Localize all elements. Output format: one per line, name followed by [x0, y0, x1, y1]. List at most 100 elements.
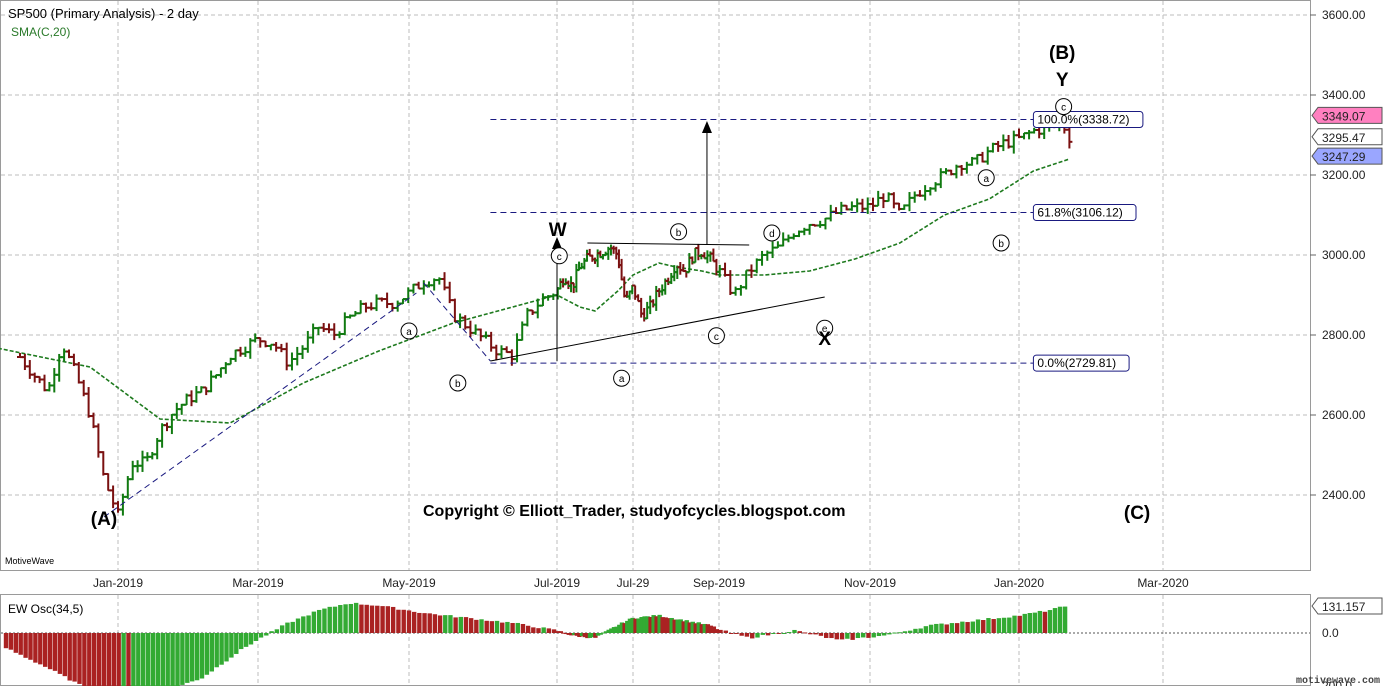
osc-bar: [285, 622, 290, 633]
osc-bar: [353, 602, 359, 633]
osc-bar: [636, 618, 641, 633]
osc-bar: [62, 633, 67, 677]
osc-bar: [536, 628, 541, 633]
price-tag-text: 3247.29: [1322, 150, 1366, 164]
wave-circle-label: a: [400, 322, 418, 340]
wave-circle: [992, 234, 1010, 252]
wave-circle: [400, 322, 418, 340]
osc-bar: [332, 606, 338, 633]
wave-circle-label: c: [550, 247, 568, 265]
osc-bar: [160, 633, 165, 686]
osc-bar: [582, 633, 587, 638]
osc-bar: [390, 606, 396, 633]
x-tick-label: Mar-2020: [1137, 576, 1189, 590]
osc-bar: [510, 623, 515, 633]
osc-bar: [126, 633, 131, 686]
osc-bar: [693, 623, 698, 633]
osc-bar: [411, 611, 417, 633]
osc-bar: [1017, 615, 1022, 633]
osc-bar: [611, 627, 617, 633]
osc-bar: [92, 633, 97, 686]
osc-bar: [601, 632, 606, 634]
arrow-head: [552, 237, 562, 249]
osc-bar: [239, 633, 244, 650]
x-tick-label: Jul-29: [617, 576, 650, 590]
osc-bar: [593, 633, 598, 638]
osc-bar: [818, 633, 824, 636]
osc-bar: [380, 606, 385, 633]
x-tick-label: Sep-2019: [693, 576, 745, 590]
wave-circle: [550, 247, 568, 265]
osc-bar: [975, 619, 981, 633]
osc-bar: [939, 623, 944, 633]
osc-bar: [598, 633, 603, 635]
osc-bar: [897, 632, 902, 634]
osc-bar: [427, 613, 432, 633]
osc-bar: [617, 624, 622, 633]
wave-label: W: [549, 220, 567, 241]
osc-bar: [949, 623, 955, 633]
osc-zero-tick: 0.0: [1322, 626, 1339, 640]
wave-circle-label: e: [816, 319, 834, 337]
osc-bar: [82, 633, 87, 686]
osc-bar: [43, 633, 48, 667]
osc-bar: [928, 624, 934, 633]
fib-label-text: 0.0%(2729.81): [1037, 356, 1116, 370]
osc-bar: [219, 633, 224, 665]
wave-circle-label: d: [763, 224, 781, 242]
osc-bar: [876, 633, 882, 637]
triangle-upper-line: [587, 242, 750, 246]
osc-bar: [258, 633, 264, 638]
osc-bar: [965, 622, 970, 633]
osc-bar: [776, 633, 781, 634]
osc-bar: [253, 633, 259, 641]
osc-bar: [23, 633, 28, 658]
osc-bar: [986, 618, 991, 633]
fib-label: 61.8%(3106.12): [1032, 204, 1137, 222]
osc-bar: [500, 622, 505, 633]
osc-bar: [243, 633, 249, 647]
osc-bar: [437, 615, 443, 633]
wave-circle-label: c: [1055, 98, 1073, 116]
osc-bar: [463, 617, 469, 633]
osc-bar: [3, 633, 9, 649]
y-tick-label: 3600.00: [1322, 8, 1366, 22]
osc-bar: [739, 633, 744, 636]
osc-bar: [224, 633, 229, 662]
osc-bar: [180, 633, 185, 685]
price-tag-text: 3349.07: [1322, 109, 1366, 123]
osc-bar: [718, 629, 723, 633]
price-tag-text: 3295.47: [1322, 131, 1366, 145]
fib-label: 100.0%(3338.72): [1032, 111, 1144, 129]
osc-bar: [131, 633, 136, 686]
osc-bar: [546, 628, 552, 633]
osc-bar: [269, 631, 274, 633]
osc-bar: [484, 620, 489, 633]
price-tag: 3349.07: [1311, 106, 1383, 124]
y-tick-label: 2800.00: [1322, 328, 1366, 342]
osc-bar: [385, 606, 391, 633]
osc-bar: [881, 633, 887, 636]
osc-bar: [781, 633, 787, 634]
osc-bar: [489, 621, 495, 633]
osc-bar: [136, 633, 141, 686]
osc-bar: [432, 614, 438, 633]
osc-bar: [913, 628, 918, 633]
osc-bar: [170, 633, 175, 686]
osc-bar: [642, 616, 647, 633]
watermark: MotiveWave: [5, 556, 54, 566]
osc-bar: [954, 623, 960, 633]
osc-bar: [866, 633, 871, 638]
osc-bar: [1052, 608, 1058, 633]
osc-bar: [622, 623, 627, 633]
osc-bar: [660, 617, 665, 633]
osc-bar: [829, 633, 834, 639]
price-tag-box: [1311, 128, 1383, 146]
osc-bar: [595, 633, 601, 636]
osc-bar: [981, 620, 986, 633]
osc-bar: [728, 633, 734, 634]
fib-label-box: [1032, 111, 1144, 129]
chart-title: SP500 (Primary Analysis) - 2 day: [8, 6, 199, 21]
